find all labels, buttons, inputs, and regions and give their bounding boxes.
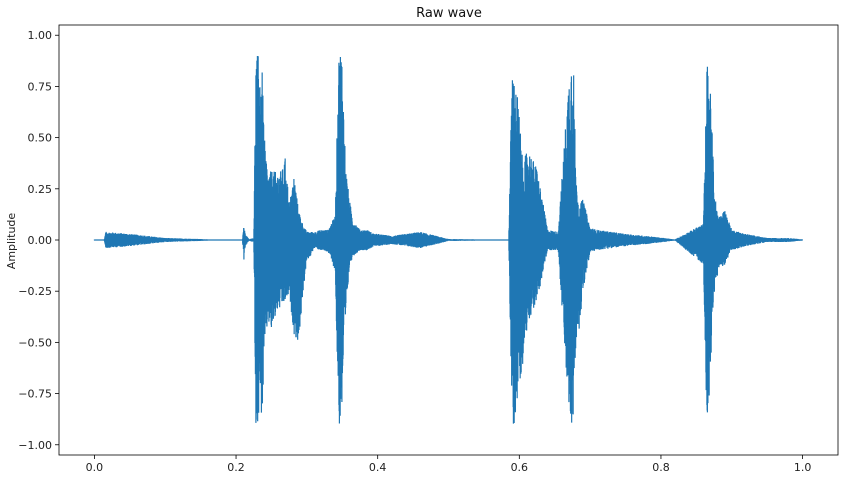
wave-series xyxy=(93,55,804,424)
y-axis: 1.00 0.75 0.50 0.25 0.00 −0.25 −0.50 −0.75 −1.00 xyxy=(18,29,59,452)
x-tick-label: 1.0 xyxy=(794,461,812,474)
y-tick-label: 1.00 xyxy=(28,29,53,42)
x-axis: 0.0 0.2 0.4 0.6 0.8 1.0 xyxy=(86,455,812,474)
y-tick-label: −0.50 xyxy=(18,336,52,349)
y-tick-label: 0.00 xyxy=(28,234,53,247)
y-tick-label: 0.50 xyxy=(28,132,53,145)
y-tick-label: 0.75 xyxy=(28,80,53,93)
y-axis-label: Amplitude xyxy=(5,213,18,270)
y-tick-label: 0.25 xyxy=(28,183,53,196)
wave-line xyxy=(93,55,804,424)
x-tick-label: 0.2 xyxy=(227,461,245,474)
y-tick-label: −0.25 xyxy=(18,285,52,298)
x-tick-label: 0.8 xyxy=(652,461,670,474)
y-tick-label: −1.00 xyxy=(18,439,52,452)
chart-title: Raw wave xyxy=(416,6,482,21)
x-tick-label: 0.6 xyxy=(511,461,529,474)
y-tick-label: −0.75 xyxy=(18,388,52,401)
x-tick-label: 0.4 xyxy=(369,461,387,474)
x-tick-label: 0.0 xyxy=(86,461,104,474)
